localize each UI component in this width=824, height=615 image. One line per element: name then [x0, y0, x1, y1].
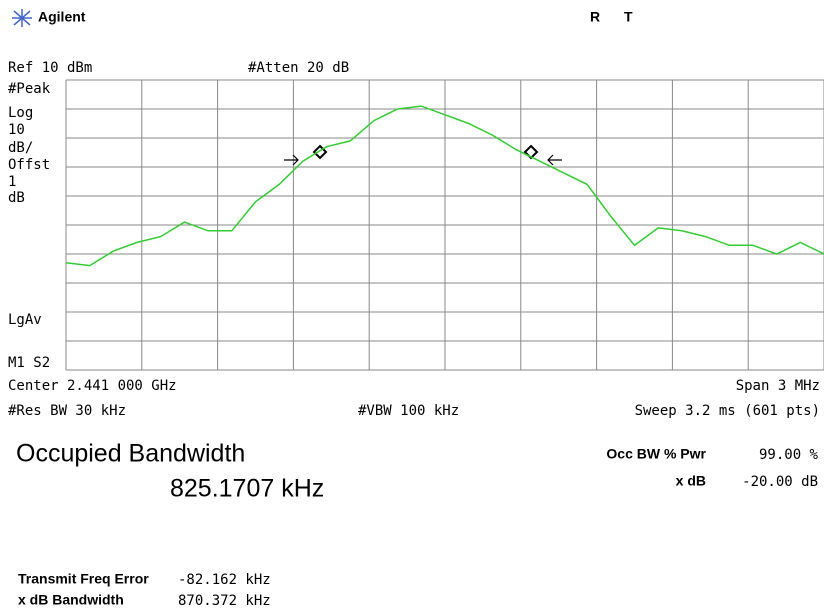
arrow: [547, 154, 562, 166]
side-label: LgAv: [8, 312, 42, 328]
marker: [523, 144, 539, 160]
side-label: 1: [8, 174, 16, 190]
sweep: Sweep 3.2 ms (601 pts): [635, 403, 820, 419]
meas-title: Occupied Bandwidth: [16, 440, 245, 468]
rbw: #Res BW 30 kHz: [8, 403, 126, 419]
param-value: 99.00 %: [759, 447, 819, 463]
result-value: -82.162 kHz: [178, 572, 271, 588]
graticule: [65, 79, 824, 371]
side-label: Log: [8, 105, 33, 121]
vbw: #VBW 100 kHz: [358, 403, 459, 419]
meas-value: 825.1707 kHz: [170, 475, 324, 503]
side-label: dB: [8, 190, 25, 206]
marker: [312, 144, 328, 160]
side-label: dB/: [8, 140, 33, 156]
arrow: [284, 154, 299, 166]
param-label: x dB: [676, 473, 706, 489]
result-label: x dB Bandwidth: [18, 592, 124, 608]
attenuation: #Atten 20 dB: [248, 60, 349, 76]
span: Span 3 MHz: [736, 378, 820, 394]
param-value: -20.00 dB: [742, 474, 818, 490]
side-label: M1 S2: [8, 355, 50, 371]
result-value: 870.372 kHz: [178, 593, 271, 609]
status: R: [590, 9, 600, 25]
center: Center 2.441 000 GHz: [8, 378, 177, 394]
logo-icon: [12, 9, 32, 27]
status: T: [624, 9, 633, 25]
side-label: Offst: [8, 157, 50, 173]
side-label: 10: [8, 122, 25, 138]
ref-level: Ref 10 dBm: [8, 60, 92, 76]
result-label: Transmit Freq Error: [18, 571, 149, 587]
side-label: #Peak: [8, 81, 51, 97]
param-label: Occ BW % Pwr: [606, 446, 706, 462]
trace: [65, 105, 824, 267]
markers: [284, 144, 562, 166]
brand: Agilent: [38, 9, 86, 25]
